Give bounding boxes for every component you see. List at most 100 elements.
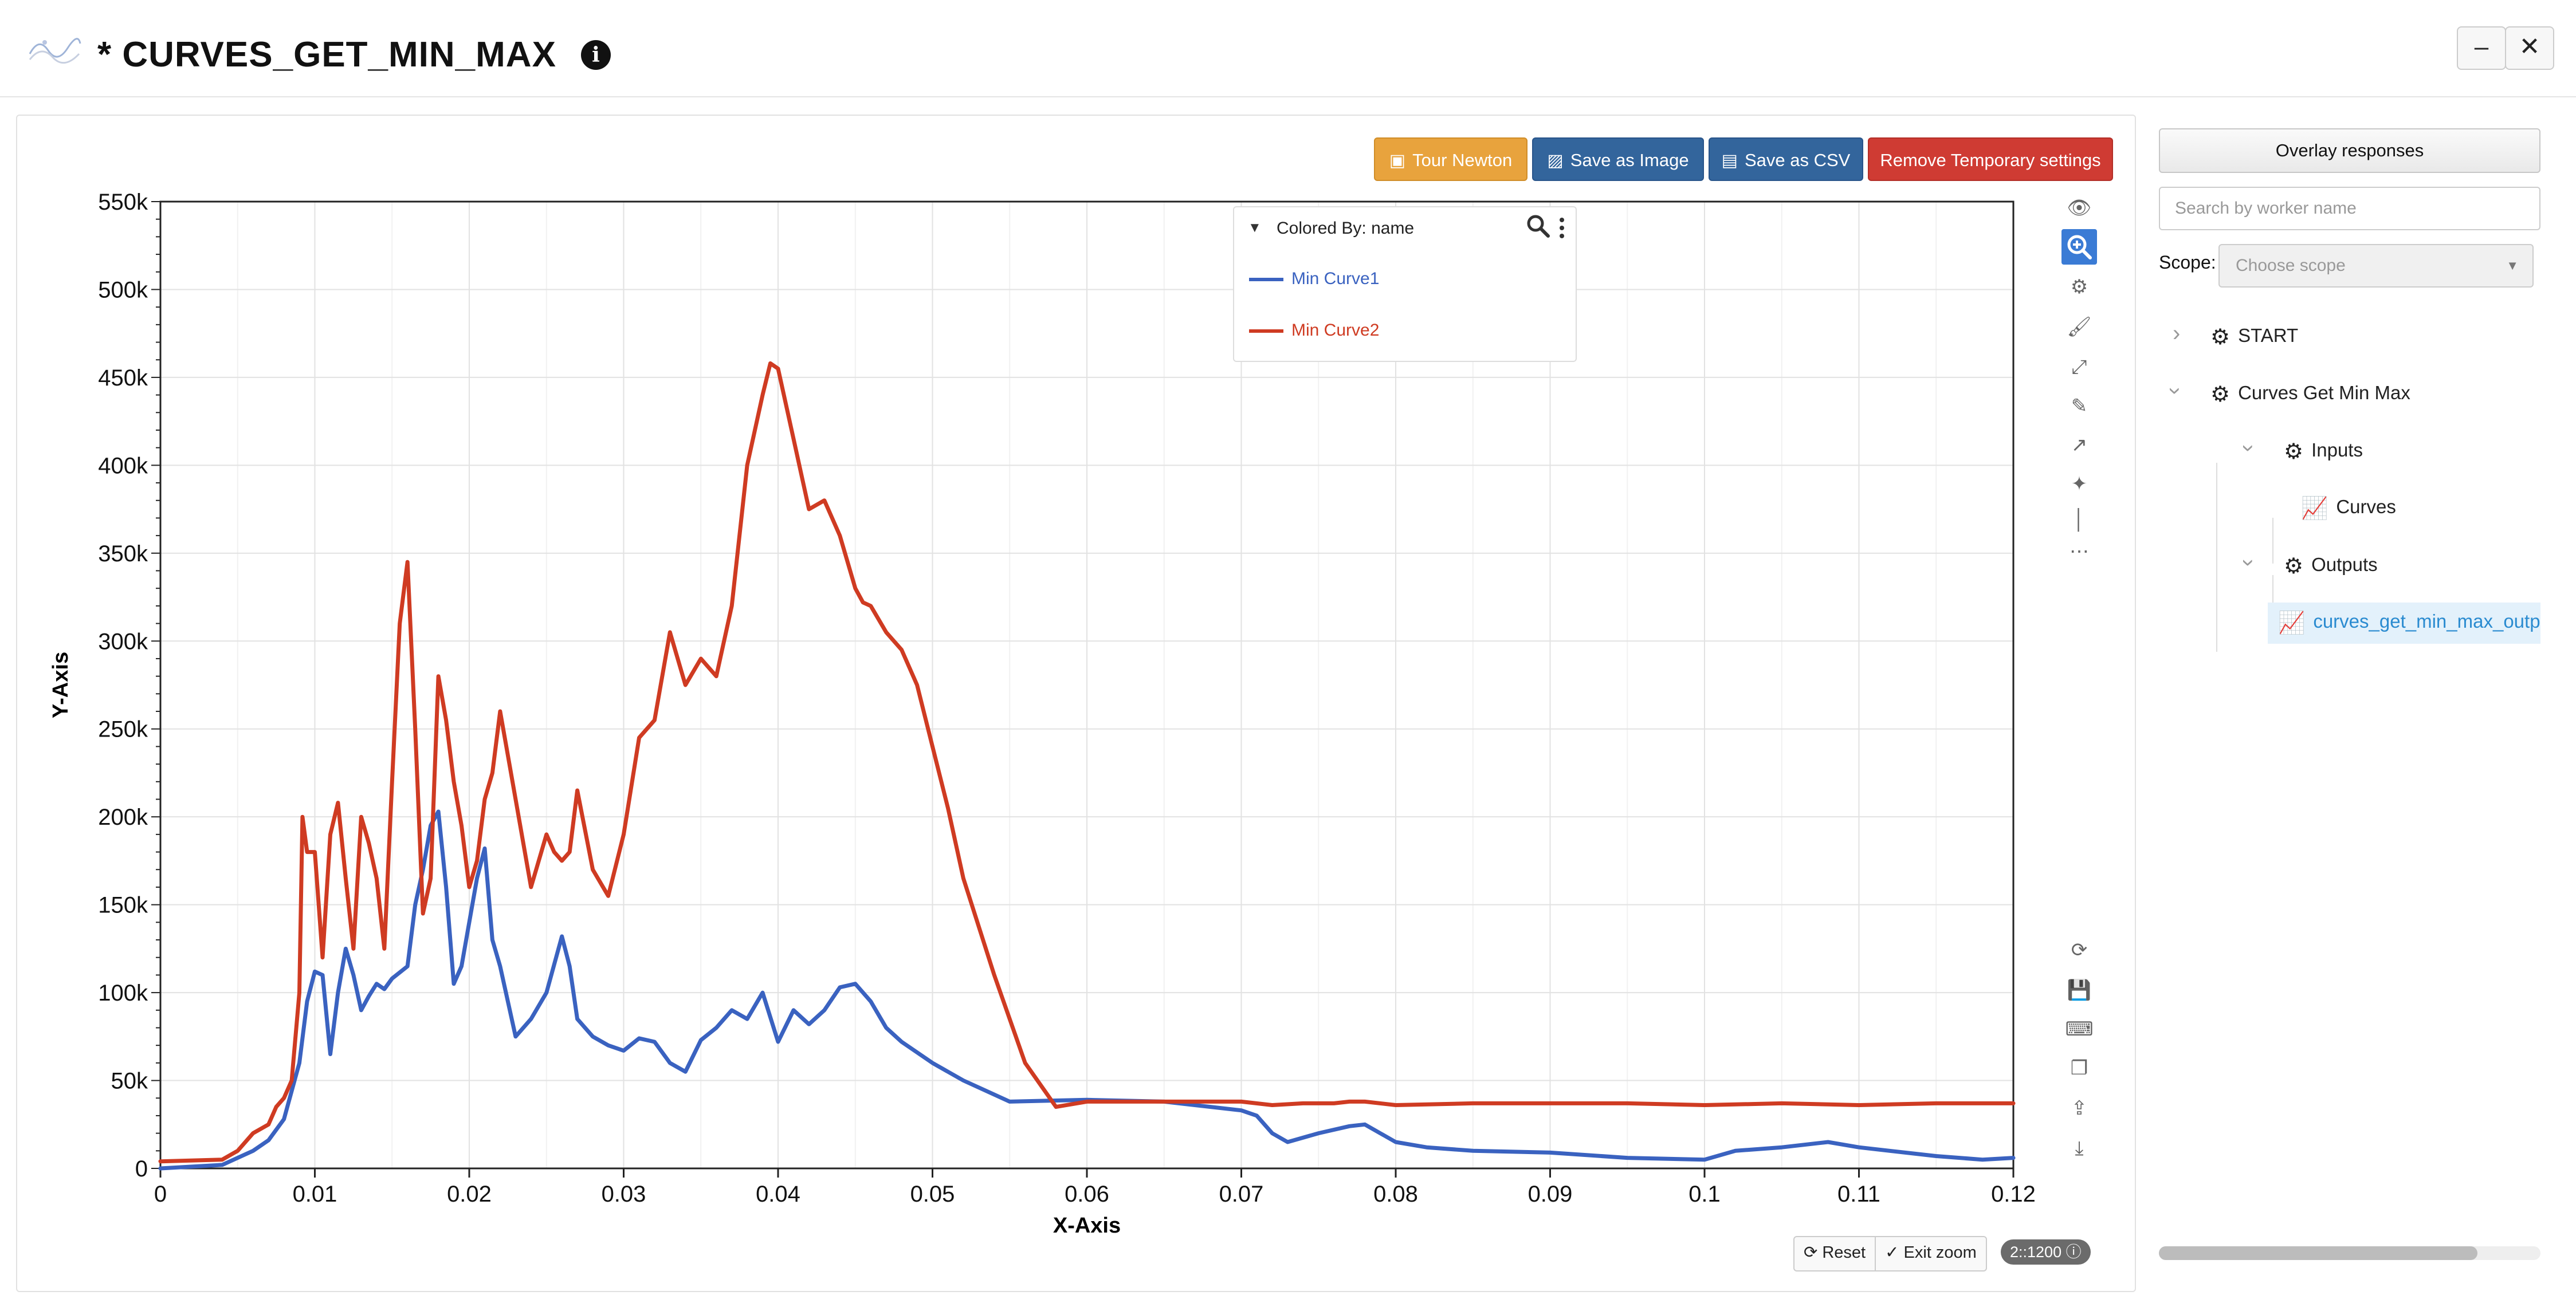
series-line-1[interactable] xyxy=(158,809,2016,1171)
x-tick-label: 0 xyxy=(154,1182,167,1207)
chart-legend: ▼ Colored By: name Min Curve1 Min Curve2 xyxy=(1233,206,1577,362)
tree-node-output-item[interactable]: 📈 curves_get_min_max_output xyxy=(2278,611,2540,636)
tree-selection-highlight xyxy=(2268,603,2540,644)
x-tick-label: 0.08 xyxy=(1373,1182,1418,1207)
tree-node-inputs[interactable]: ⚙ Inputs xyxy=(2284,439,2363,464)
y-axis-label: Y-Axis xyxy=(49,652,73,718)
line-chart[interactable]: 0 0.01 0.02 0.03 0.04 0.05 0.06 0.07 0.08 0.09 0.1… xyxy=(0,0,2131,1289)
line-chart-icon: 📈 xyxy=(2278,611,2306,635)
y-tick-label: 100k xyxy=(98,981,148,1006)
tree-node-start[interactable]: ⚙ START xyxy=(2210,324,2298,350)
caret-down-icon[interactable]: ▼ xyxy=(1248,220,1262,235)
upload-icon[interactable]: ⇪ xyxy=(2071,1097,2088,1119)
info-icon[interactable]: i xyxy=(581,40,611,70)
x-tick-label: 0.11 xyxy=(1837,1182,1880,1207)
gear-icon[interactable]: ⚙ xyxy=(2070,276,2088,298)
more-icon[interactable]: ⋯ xyxy=(2070,541,2089,562)
tree-node-curves[interactable]: 📈 Curves xyxy=(2301,496,2396,521)
x-tick-label: 0.12 xyxy=(1991,1182,2036,1207)
x-tick-label: 0.09 xyxy=(1528,1182,1573,1207)
legend-item-min-curve1[interactable]: Min Curve1 xyxy=(1249,269,1379,289)
y-tick-label: 400k xyxy=(98,453,148,478)
x-tick-label: 0.1 xyxy=(1688,1182,1721,1207)
magic-wand-icon[interactable]: ✦ xyxy=(2071,473,2088,495)
save-icon[interactable]: 💾 xyxy=(2067,979,2092,1001)
download-icon[interactable]: ⤓ xyxy=(2075,1137,2084,1159)
y-tick-label: 150k xyxy=(98,893,148,918)
tree-node-label: curves_get_min_max_output xyxy=(2313,611,2540,632)
line-chart-icon: 📈 xyxy=(2301,497,2328,521)
legend-title: Colored By: name xyxy=(1277,219,1415,238)
arrow-icon[interactable]: ↗ xyxy=(2071,434,2088,456)
zoom-in-icon[interactable] xyxy=(2061,229,2097,265)
exit-zoom-button[interactable]: ✓ Exit zoom xyxy=(1875,1237,1986,1270)
y-tick-label: 250k xyxy=(98,717,148,742)
eye-icon[interactable]: 👁 xyxy=(2067,197,2092,219)
tour-button[interactable]: ▣ Tour Newton xyxy=(1374,137,1527,181)
zoom-badge[interactable]: 2::1200 ⓘ xyxy=(2001,1239,2091,1265)
scope-label: Scope: xyxy=(2159,252,2216,273)
tree-guide-line xyxy=(2272,575,2273,621)
kebab-menu-icon[interactable] xyxy=(1555,215,1569,241)
chevron-down-icon[interactable]: › xyxy=(2236,558,2262,567)
y-tick-label: 450k xyxy=(98,365,148,391)
x-axis-label: X-Axis xyxy=(1053,1214,1121,1238)
info-icon: ⓘ xyxy=(2065,1243,2082,1261)
legend-item-label: Min Curve1 xyxy=(1291,269,1380,288)
tree-node-label: Outputs xyxy=(2311,554,2378,575)
app-logo-icon xyxy=(29,38,81,64)
gear-icon: ⚙ xyxy=(2284,554,2304,578)
tree-node-label: START xyxy=(2238,325,2299,346)
chevron-down-icon[interactable]: › xyxy=(2236,444,2262,452)
refresh-icon[interactable]: ⟳ xyxy=(2071,939,2088,961)
overlay-responses-button[interactable]: Overlay responses xyxy=(2159,128,2540,173)
tree-node-label: Curves xyxy=(2336,496,2396,517)
tree-node-label: Curves Get Min Max xyxy=(2238,382,2410,403)
gear-icon: ⚙ xyxy=(2210,325,2231,349)
search-icon[interactable] xyxy=(1525,213,1550,238)
chevron-down-icon[interactable]: › xyxy=(2163,387,2189,395)
save-image-button-label: Save as Image xyxy=(1570,150,1689,170)
worker-search-input[interactable] xyxy=(2159,187,2540,230)
expand-icon[interactable]: ⤢ xyxy=(2071,356,2087,378)
chevron-right-icon[interactable]: › xyxy=(2173,321,2181,346)
reset-button[interactable]: ⟳ Reset xyxy=(1794,1237,1875,1270)
scope-select-placeholder: Choose scope xyxy=(2236,256,2346,275)
legend-item-min-curve2[interactable]: Min Curve2 xyxy=(1249,321,1379,340)
close-button[interactable]: ✕ xyxy=(2505,26,2554,70)
exit-zoom-label: Exit zoom xyxy=(1903,1243,1977,1262)
series-line-2[interactable] xyxy=(158,361,2016,1164)
tree-node-outputs[interactable]: ⚙ Outputs xyxy=(2284,553,2378,579)
app-header: * CURVES_GET_MIN_MAX i – ✕ xyxy=(0,0,2576,97)
zoom-in-glyph xyxy=(2067,235,2092,259)
x-tick-label: 0.01 xyxy=(293,1182,337,1207)
remove-temporary-settings-button[interactable]: Remove Temporary settings xyxy=(1868,137,2113,181)
image-icon: ▨ xyxy=(1547,151,1564,170)
legend-swatch xyxy=(1249,329,1283,333)
y-tick-label: 0 xyxy=(135,1156,148,1182)
legend-item-label: Min Curve2 xyxy=(1291,321,1380,340)
tree-node-curves-get-min-max[interactable]: ⚙ Curves Get Min Max xyxy=(2210,381,2410,407)
gear-icon: ⚙ xyxy=(2284,440,2304,464)
x-tick-label: 0.02 xyxy=(447,1182,492,1207)
save-image-button[interactable]: ▨ Save as Image xyxy=(1532,137,1704,181)
tree-guide-line xyxy=(2216,463,2217,652)
page-title: * CURVES_GET_MIN_MAX xyxy=(97,35,556,74)
line-tool-icon[interactable]: │ xyxy=(2073,509,2086,530)
x-tick-label: 0.06 xyxy=(1065,1182,1109,1207)
x-tick-label: 0.04 xyxy=(756,1182,800,1207)
gear-icon: ⚙ xyxy=(2210,383,2231,407)
tour-button-label: Tour Newton xyxy=(1412,150,1513,170)
pencil-icon[interactable]: ✎ xyxy=(2071,395,2088,417)
y-axis: 0 50k 100k 150k 200k 250k 300k 350k 400k 450k 500k… xyxy=(98,190,160,1182)
refresh-icon: ⟳ xyxy=(1804,1243,1823,1262)
keyboard-icon[interactable]: ⌨ xyxy=(2065,1018,2094,1040)
copy-icon[interactable]: ❐ xyxy=(2070,1057,2088,1079)
minimize-button[interactable]: – xyxy=(2457,26,2506,70)
zoom-controls: ⟳ Reset ✓ Exit zoom xyxy=(1793,1236,1987,1271)
save-csv-button[interactable]: ▤ Save as CSV xyxy=(1709,137,1863,181)
sidebar-scrollbar-thumb[interactable] xyxy=(2159,1246,2477,1260)
brush-icon[interactable]: 🖌 xyxy=(2067,316,2092,338)
y-tick-label: 50k xyxy=(111,1069,148,1094)
scope-select[interactable]: Choose scope ▼ xyxy=(2218,244,2534,288)
